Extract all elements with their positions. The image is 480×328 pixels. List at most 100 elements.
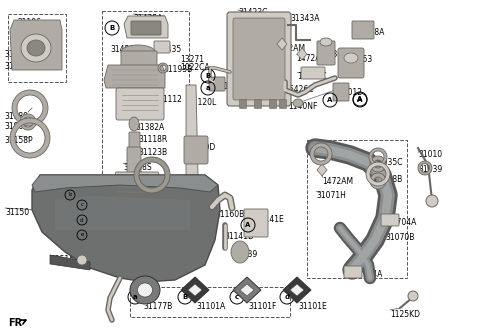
Text: 31478A: 31478A [355,28,384,37]
FancyBboxPatch shape [244,209,268,237]
Text: 31435: 31435 [157,45,181,54]
Polygon shape [283,277,311,303]
Text: 1327AC: 1327AC [297,72,326,81]
Text: 31101A: 31101A [196,302,225,311]
FancyBboxPatch shape [127,147,141,173]
FancyBboxPatch shape [131,21,161,35]
Text: 31220B: 31220B [62,195,91,204]
Text: 31453: 31453 [348,55,372,64]
Ellipse shape [121,45,155,59]
Polygon shape [186,85,198,175]
Text: e: e [80,233,84,237]
Text: 36426C: 36426C [284,85,313,94]
Text: 31035C: 31035C [373,158,403,167]
FancyBboxPatch shape [301,67,325,79]
Text: 31193B: 31193B [163,65,192,74]
Text: a: a [206,85,210,91]
Text: 81704A: 81704A [387,218,416,227]
Text: A: A [327,97,333,103]
Polygon shape [297,48,307,60]
Text: 1472AM: 1472AM [322,177,353,186]
Circle shape [77,255,87,265]
Text: c: c [235,294,239,300]
Text: 31902: 31902 [4,122,28,131]
Text: 1472AM: 1472AM [274,44,305,53]
FancyArrowPatch shape [21,320,26,324]
Text: 31039: 31039 [233,250,257,259]
Circle shape [426,195,438,207]
Bar [8,14,66,82]
Polygon shape [317,164,327,176]
FancyBboxPatch shape [184,136,208,164]
Text: 31430: 31430 [318,50,342,59]
Text: 31150: 31150 [5,208,29,217]
Text: 31155H: 31155H [108,70,138,79]
Text: 31118S: 31118S [123,163,152,172]
Text: 31108A: 31108A [4,62,33,71]
FancyBboxPatch shape [227,12,291,106]
FancyBboxPatch shape [344,266,362,278]
Ellipse shape [21,34,51,62]
Text: A: A [245,222,251,228]
Text: 31177B: 31177B [143,302,172,311]
Polygon shape [233,277,261,303]
Text: 31158P: 31158P [4,136,33,145]
Polygon shape [32,175,220,282]
Text: 31141D: 31141D [224,232,254,241]
FancyBboxPatch shape [352,21,374,39]
Text: 81704A: 81704A [354,270,384,279]
Text: 31071H: 31071H [316,191,346,200]
Ellipse shape [344,53,358,63]
Text: b: b [68,193,72,197]
Circle shape [408,291,418,301]
Polygon shape [290,284,304,296]
Text: 1472AM: 1472AM [296,54,327,63]
Text: 31012: 31012 [338,88,362,97]
Text: 31123B: 31123B [138,148,167,157]
Polygon shape [277,38,287,50]
FancyBboxPatch shape [333,83,349,101]
Ellipse shape [137,283,153,297]
FancyBboxPatch shape [317,41,335,65]
FancyBboxPatch shape [338,48,364,78]
FancyBboxPatch shape [233,18,285,100]
Text: 31343A: 31343A [290,14,320,23]
Text: a: a [132,294,137,300]
Text: 31030H: 31030H [327,148,357,157]
Bar [130,287,290,317]
FancyBboxPatch shape [116,88,164,120]
Polygon shape [112,172,162,196]
FancyBboxPatch shape [254,99,262,109]
Text: 31423C: 31423C [238,8,267,17]
Text: 1022CA: 1022CA [180,63,210,72]
Text: 94460D: 94460D [185,143,215,152]
Ellipse shape [293,99,303,107]
Text: 32515B: 32515B [50,255,79,264]
Text: 31382A: 31382A [135,123,164,132]
Ellipse shape [320,38,332,46]
Text: B: B [205,73,211,79]
Text: 31070B: 31070B [385,233,414,242]
Text: 1125KD: 1125KD [390,310,420,319]
FancyBboxPatch shape [129,132,140,152]
Text: d: d [80,217,84,222]
Text: 31189: 31189 [4,112,28,121]
Polygon shape [188,284,202,296]
Text: FR: FR [8,318,22,328]
Text: 31107E: 31107E [4,50,33,59]
Polygon shape [240,284,254,296]
Polygon shape [104,65,165,88]
Text: 31101F: 31101F [248,302,276,311]
Text: 13271: 13271 [180,55,204,64]
Text: 31039: 31039 [418,165,442,174]
Text: B: B [182,294,188,300]
Text: 31174T: 31174T [214,82,243,91]
Text: 1140NF: 1140NF [288,102,317,111]
Text: 31459H: 31459H [110,45,140,54]
Text: 31118R: 31118R [138,135,167,144]
FancyBboxPatch shape [209,77,225,91]
FancyBboxPatch shape [154,41,170,53]
Ellipse shape [27,40,45,56]
Text: 31114B: 31114B [138,175,167,184]
Polygon shape [32,175,218,192]
